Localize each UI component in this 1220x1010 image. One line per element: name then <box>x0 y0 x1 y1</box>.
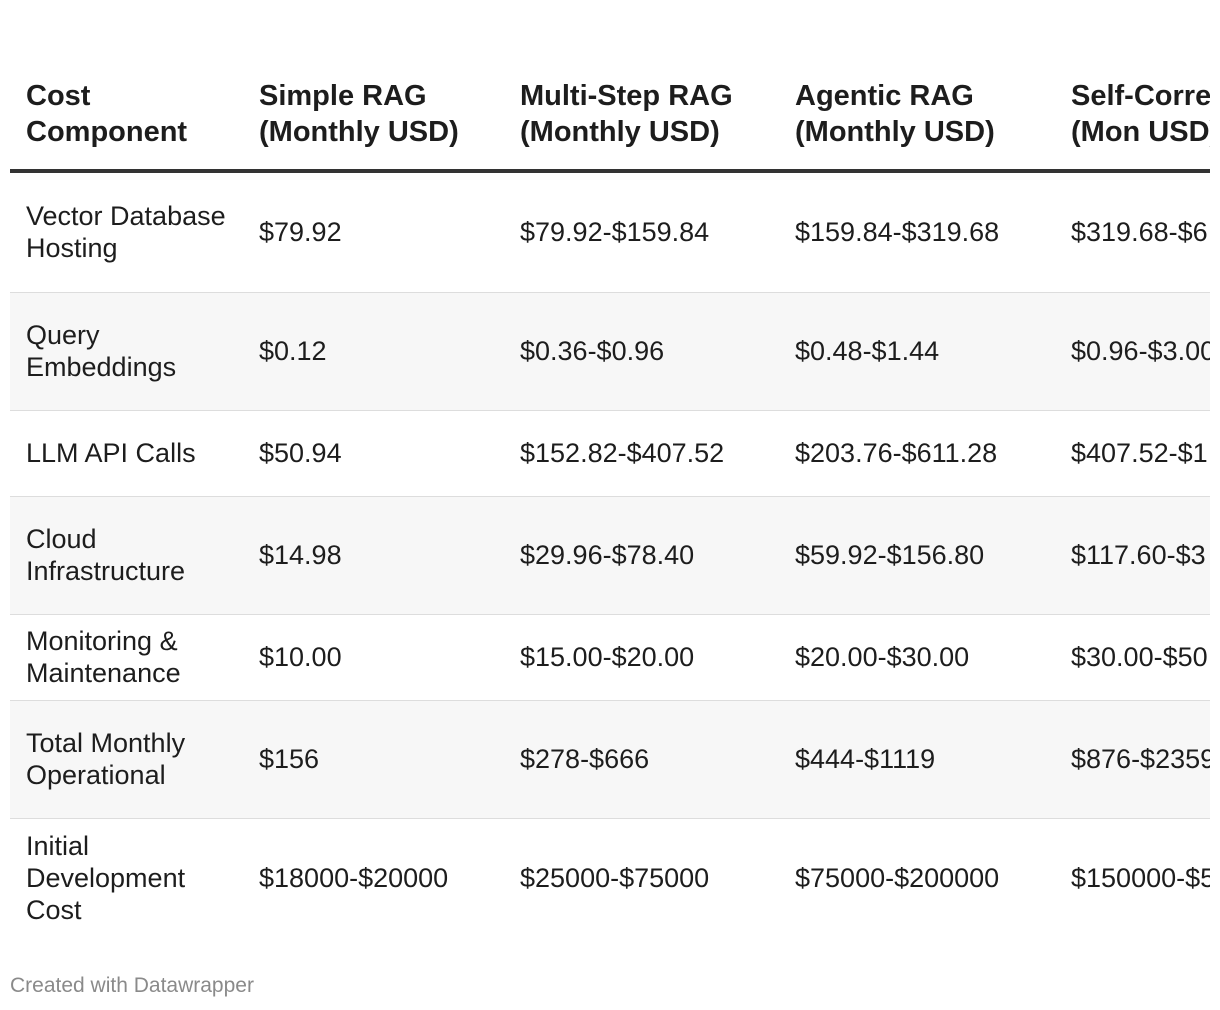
table-cell: $117.60-$3 <box>1055 496 1210 615</box>
table-cell: $79.92 <box>243 171 504 293</box>
table-cell: $29.96-$78.40 <box>504 496 779 615</box>
table-cell: $50.94 <box>243 410 504 497</box>
table-cell: $59.92-$156.80 <box>779 496 1055 615</box>
table-cell: $278-$666 <box>504 700 779 819</box>
row-label: Total Monthly Operational <box>10 700 243 819</box>
table-row: LLM API Calls $50.94 $152.82-$407.52 $20… <box>10 410 1210 497</box>
column-header-self-correcting-rag: Self-Corre RAG (Mon USD) <box>1055 0 1210 173</box>
cost-comparison-table: Cost Component Simple RAG (Monthly USD) … <box>10 0 1210 938</box>
table-row: Monitoring & Maintenance $10.00 $15.00-$… <box>10 614 1210 701</box>
table-cell: $319.68-$6 <box>1055 171 1210 293</box>
table-cell: $0.12 <box>243 292 504 411</box>
table-cell: $0.96-$3.00 <box>1055 292 1210 411</box>
column-header-simple-rag: Simple RAG (Monthly USD) <box>243 0 504 173</box>
table-header: Cost Component Simple RAG (Monthly USD) … <box>10 0 1210 173</box>
table-body: Vector Database Hosting $79.92 $79.92-$1… <box>10 171 1210 938</box>
table-cell: $20.00-$30.00 <box>779 614 1055 701</box>
table-cell: $152.82-$407.52 <box>504 410 779 497</box>
table-cell: $876-$2359 <box>1055 700 1210 819</box>
row-label: Query Embeddings <box>10 292 243 411</box>
table-cell: $14.98 <box>243 496 504 615</box>
table-cell: $444-$1119 <box>779 700 1055 819</box>
row-label: Initial Development Cost <box>10 818 243 938</box>
table-cell: $407.52-$1 <box>1055 410 1210 497</box>
row-label: LLM API Calls <box>10 410 243 497</box>
table-cell: $150000-$5 <box>1055 818 1210 938</box>
column-header-agentic-rag: Agentic RAG (Monthly USD) <box>779 0 1055 173</box>
datawrapper-credit: Created with Datawrapper <box>10 974 254 997</box>
table-cell: $203.76-$611.28 <box>779 410 1055 497</box>
row-label: Monitoring & Maintenance <box>10 614 243 701</box>
table-row: Vector Database Hosting $79.92 $79.92-$1… <box>10 171 1210 293</box>
table-cell: $10.00 <box>243 614 504 701</box>
column-header-multi-step-rag: Multi-Step RAG (Monthly USD) <box>504 0 779 173</box>
table-cell: $159.84-$319.68 <box>779 171 1055 293</box>
table-cell: $0.48-$1.44 <box>779 292 1055 411</box>
table-row: Initial Development Cost $18000-$20000 $… <box>10 818 1210 938</box>
cost-table-container: Cost Component Simple RAG (Monthly USD) … <box>10 0 1210 950</box>
row-label: Vector Database Hosting <box>10 171 243 293</box>
table-cell: $0.36-$0.96 <box>504 292 779 411</box>
row-label: Cloud Infrastructure <box>10 496 243 615</box>
table-row: Query Embeddings $0.12 $0.36-$0.96 $0.48… <box>10 292 1210 411</box>
column-header-cost-component: Cost Component <box>10 0 243 173</box>
table-cell: $18000-$20000 <box>243 818 504 938</box>
table-row: Total Monthly Operational $156 $278-$666… <box>10 700 1210 819</box>
table-row: Cloud Infrastructure $14.98 $29.96-$78.4… <box>10 496 1210 615</box>
table-cell: $25000-$75000 <box>504 818 779 938</box>
table-cell: $75000-$200000 <box>779 818 1055 938</box>
table-cell: $15.00-$20.00 <box>504 614 779 701</box>
header-row: Cost Component Simple RAG (Monthly USD) … <box>10 0 1210 173</box>
table-cell: $30.00-$50 <box>1055 614 1210 701</box>
table-cell: $156 <box>243 700 504 819</box>
table-cell: $79.92-$159.84 <box>504 171 779 293</box>
